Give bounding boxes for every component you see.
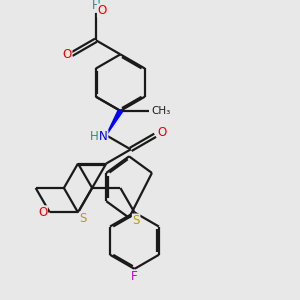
Text: H: H bbox=[90, 130, 99, 143]
Text: O: O bbox=[158, 126, 167, 139]
Text: H: H bbox=[92, 0, 100, 12]
Text: O: O bbox=[38, 206, 47, 219]
Text: N: N bbox=[99, 130, 108, 143]
Text: O: O bbox=[63, 48, 72, 61]
Text: S: S bbox=[80, 212, 87, 225]
Text: CH₃: CH₃ bbox=[152, 106, 171, 116]
Text: S: S bbox=[133, 214, 140, 227]
Text: O: O bbox=[98, 4, 107, 17]
Text: F: F bbox=[131, 270, 138, 283]
Polygon shape bbox=[106, 110, 122, 135]
